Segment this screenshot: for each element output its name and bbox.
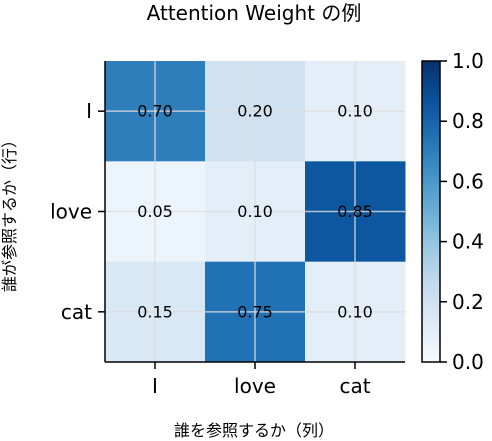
cell-value-label: 0.15 <box>137 302 173 321</box>
y-tick-label: cat <box>61 300 92 324</box>
x-axis-label: 誰を参照するか（列） <box>174 421 334 440</box>
colorbar-tick-label: 0.0 <box>452 350 484 374</box>
colorbar: 0.0 0.2 0.4 0.6 0.8 1.0 <box>421 49 484 374</box>
cell-value-label: 0.10 <box>337 102 373 121</box>
chart-title: Attention Weight の例 <box>147 1 362 25</box>
colorbar-ticks: 0.0 0.2 0.4 0.6 0.8 1.0 <box>440 49 484 374</box>
heatmap-cell-labels: 0.70 0.20 0.10 0.05 0.10 0.85 0.15 0.75 0.10 <box>137 102 373 322</box>
colorbar-frame <box>421 60 441 363</box>
y-tick-label: I <box>86 99 92 123</box>
colorbar-tick-label: 0.4 <box>452 230 484 254</box>
x-tick-label: love <box>234 374 276 398</box>
x-tick-label: cat <box>339 374 370 398</box>
colorbar-tick-label: 0.2 <box>452 290 484 314</box>
cell-value-label: 0.75 <box>237 302 273 321</box>
colorbar-gradient <box>422 61 440 362</box>
y-tick-label: love <box>50 200 92 224</box>
cell-value-label: 0.10 <box>237 202 273 221</box>
colorbar-tick-label: 0.8 <box>452 109 484 133</box>
x-tick-label: I <box>152 374 158 398</box>
colorbar-tick-label: 0.6 <box>452 169 484 193</box>
cell-value-label: 0.05 <box>137 202 173 221</box>
heatmap-grid <box>105 61 405 362</box>
cell-value-label: 0.20 <box>237 102 273 121</box>
cell-value-label: 0.85 <box>337 202 373 221</box>
cell-value-label: 0.70 <box>137 102 173 121</box>
colorbar-tick-label: 1.0 <box>452 49 484 73</box>
cell-value-label: 0.10 <box>337 302 373 321</box>
y-axis-label: 誰が参照するか（行） <box>0 132 19 292</box>
